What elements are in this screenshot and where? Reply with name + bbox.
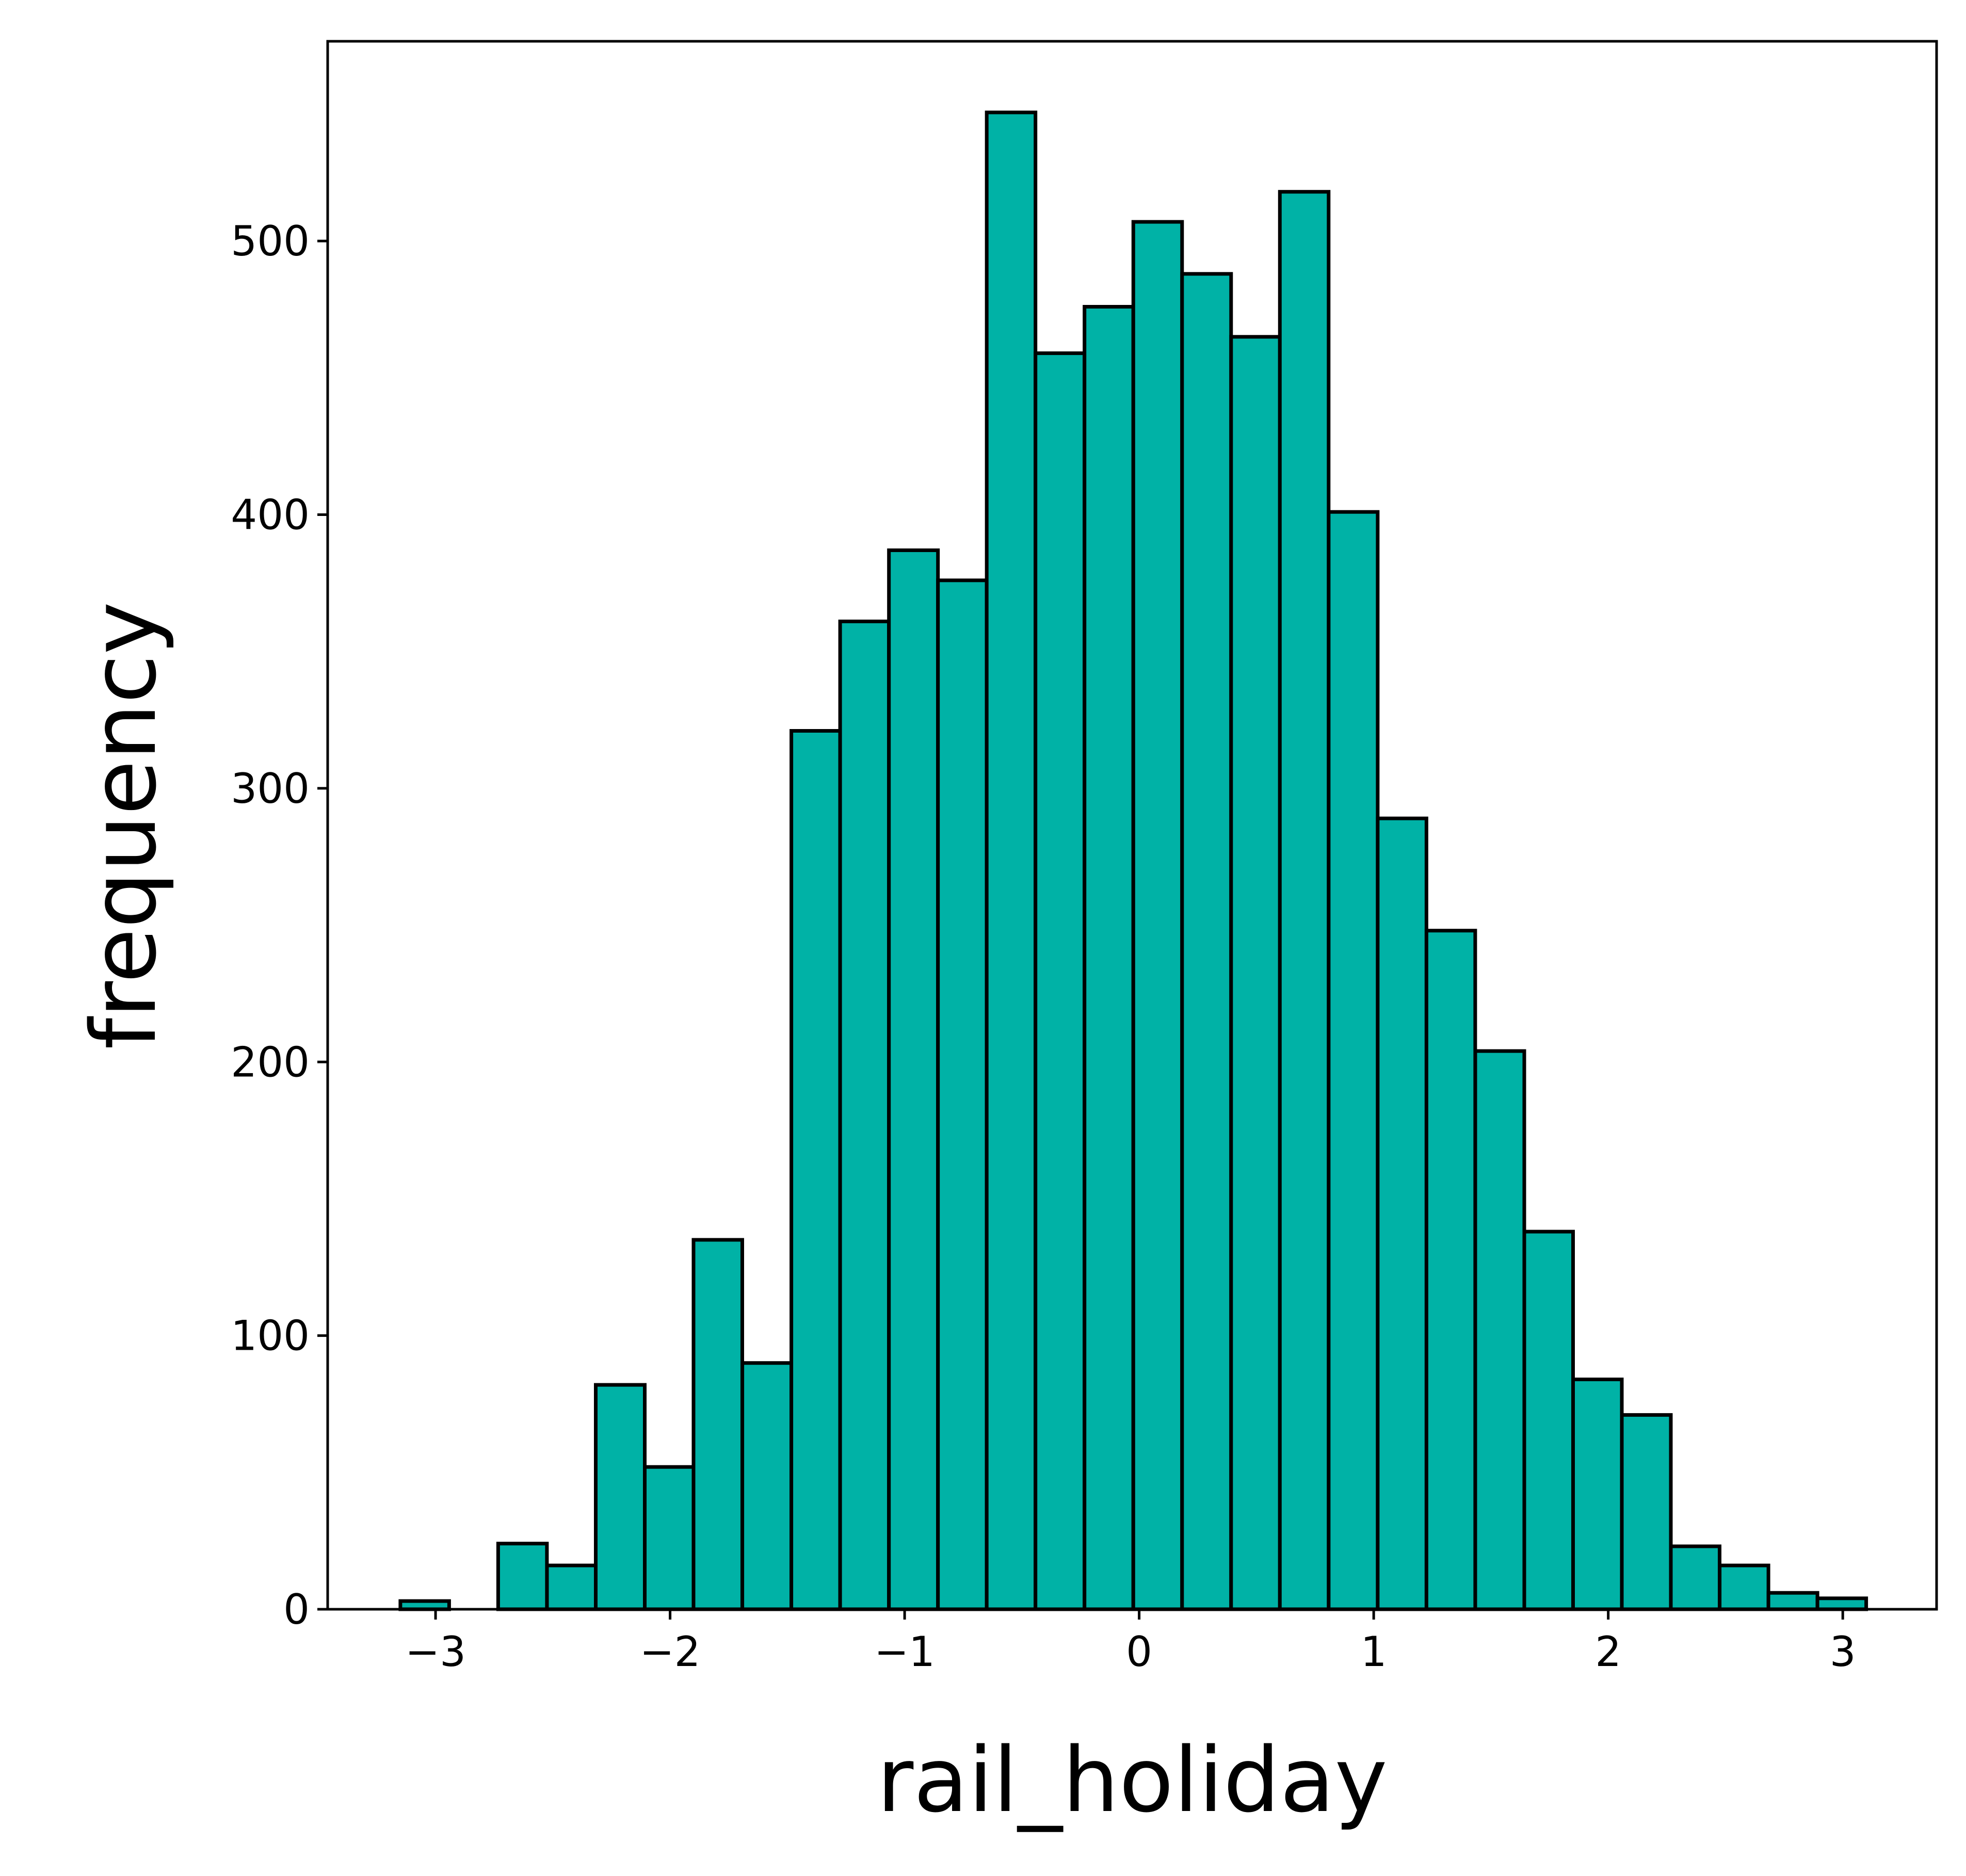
x-tick-label: 0 — [1126, 1628, 1152, 1676]
y-tick-label: 300 — [231, 765, 310, 813]
histogram-bar — [985, 110, 1038, 1611]
histogram-bar — [1278, 190, 1331, 1611]
histogram-bar — [1376, 816, 1428, 1611]
y-tick-label: 100 — [231, 1312, 310, 1360]
histogram-bar — [1522, 1230, 1575, 1611]
histogram-bar — [1473, 1049, 1526, 1611]
bars-layer — [398, 110, 1868, 1611]
histogram-bar — [1131, 220, 1184, 1611]
y-tick-label: 500 — [231, 217, 310, 265]
histogram-bar — [496, 1542, 549, 1611]
y-ticks-layer: 0 100 200 300 400 500 — [231, 217, 328, 1634]
histogram-bar — [1620, 1413, 1673, 1611]
histogram-bar — [1766, 1591, 1819, 1611]
histogram-bar — [1815, 1596, 1868, 1611]
histogram-bar — [789, 729, 842, 1611]
x-tick-label: −3 — [405, 1628, 466, 1676]
histogram-bar — [740, 1361, 794, 1611]
histogram-bar — [1083, 305, 1135, 1611]
x-tick-label: 2 — [1595, 1628, 1621, 1676]
histogram-bar — [1180, 272, 1233, 1611]
x-tick-label: 1 — [1361, 1628, 1387, 1676]
y-tick-label: 200 — [231, 1038, 310, 1086]
y-axis-label: frequency — [72, 602, 176, 1049]
histogram-bar — [643, 1465, 696, 1611]
histogram-bar — [1229, 335, 1282, 1611]
histogram-bar — [887, 548, 940, 1611]
histogram-bar — [1718, 1563, 1770, 1611]
x-axis-label: rail_holiday — [877, 1728, 1388, 1832]
histogram-bar — [545, 1563, 598, 1611]
histogram-bar — [1571, 1378, 1624, 1611]
x-tick-label: 3 — [1830, 1628, 1856, 1676]
x-tick-label: −1 — [874, 1628, 935, 1676]
histogram-bar — [936, 578, 989, 1611]
y-tick-label: 0 — [283, 1586, 310, 1634]
histogram-bar — [1424, 929, 1477, 1611]
x-tick-label: −2 — [640, 1628, 701, 1676]
histogram-bar — [1327, 510, 1380, 1611]
histogram-bar — [594, 1383, 647, 1611]
histogram-bar — [838, 619, 891, 1611]
y-tick-label: 400 — [231, 491, 310, 539]
histogram-bar — [1034, 351, 1087, 1611]
x-ticks-layer: −3 −2 −1 0 1 2 3 — [405, 1609, 1856, 1676]
histogram-bar — [691, 1238, 744, 1611]
plot-frame — [326, 40, 1938, 1611]
histogram-bar — [1669, 1544, 1721, 1611]
